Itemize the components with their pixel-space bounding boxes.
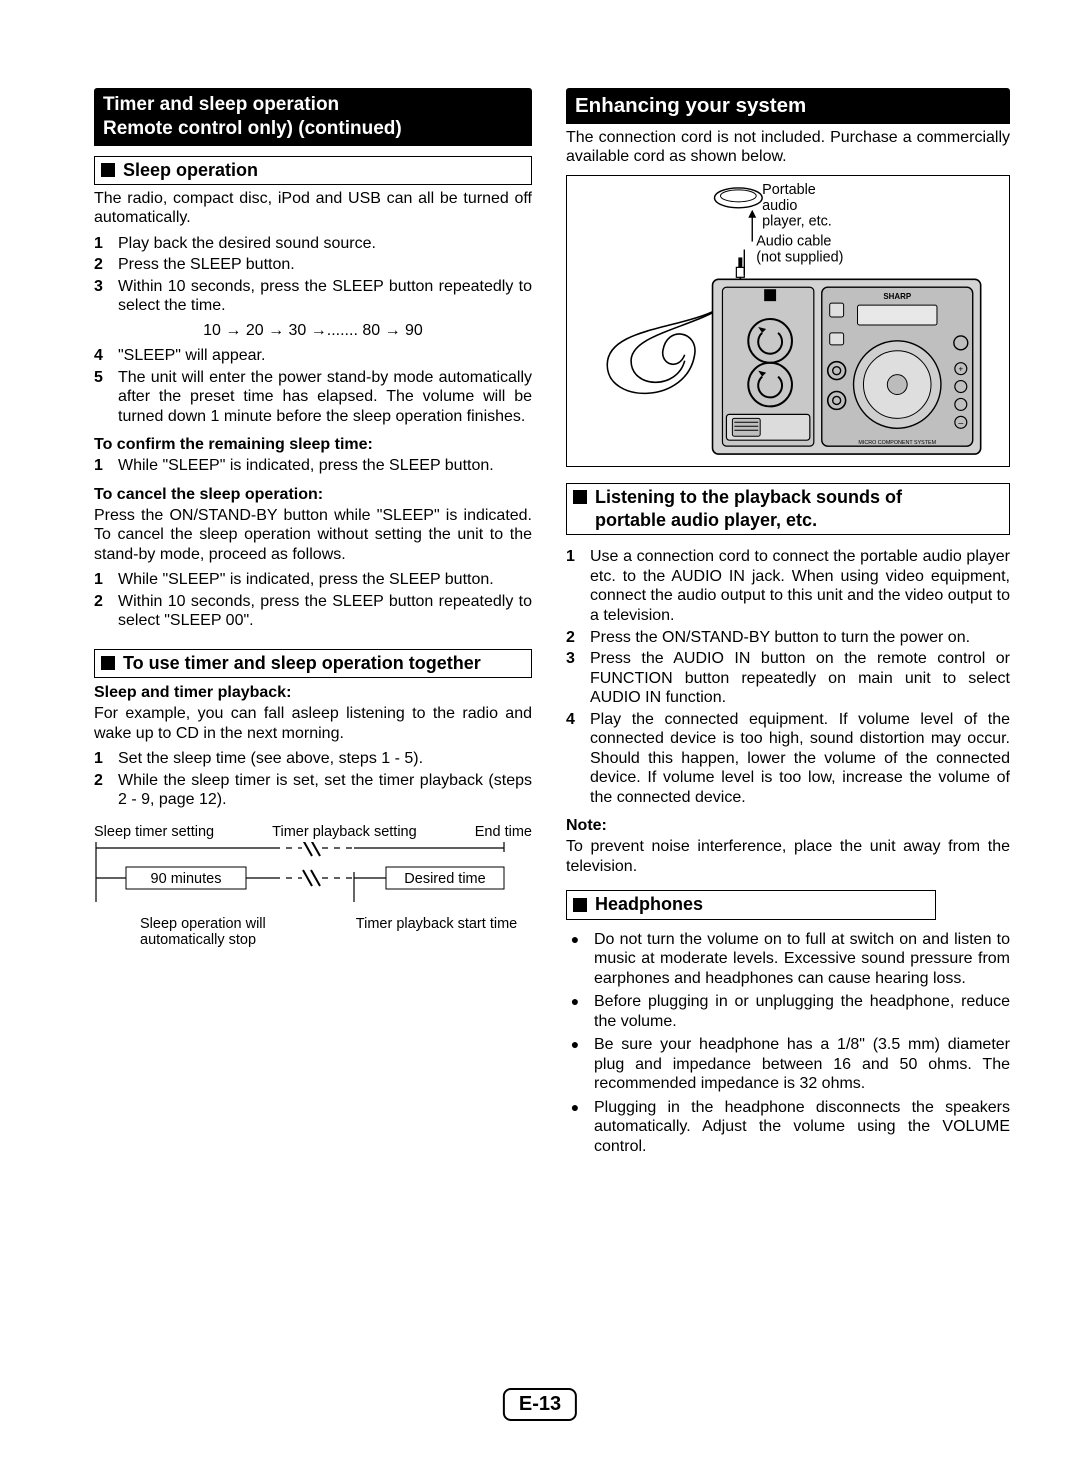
- square-icon: [101, 163, 115, 177]
- combo-title: To use timer and sleep operation togethe…: [123, 652, 481, 675]
- listen-step-3: 3Press the AUDIO IN button on the remote…: [566, 649, 1010, 708]
- right-header: Enhancing your system: [566, 88, 1010, 124]
- note-label: Note:: [566, 817, 1010, 835]
- headphones-title: Headphones: [595, 893, 703, 916]
- svg-text:SHARP: SHARP: [883, 292, 911, 301]
- headphones-bullet-4: Plugging in the headphone disconnects th…: [566, 1098, 1010, 1157]
- headphones-bullet-1: Do not turn the volume on to full at swi…: [566, 930, 1010, 989]
- sleep-intro: The radio, compact disc, iPod and USB ca…: [94, 189, 532, 228]
- timing-label-mid: Timer playback setting: [272, 824, 417, 840]
- sleep-sequence: 10 → 20 → 30 →....... 80 → 90: [94, 322, 532, 340]
- sleep-step-4: 4"SLEEP" will appear.: [94, 346, 532, 366]
- svg-text:audio: audio: [762, 197, 797, 213]
- sleep-operation-title: Sleep operation: [123, 159, 258, 182]
- timing-under-right: Timer playback start time: [356, 916, 532, 948]
- note-text: To prevent noise interference, place the…: [566, 837, 1010, 876]
- combo-sub: Sleep and timer playback:: [94, 684, 532, 702]
- cancel-title: To cancel the sleep operation:: [94, 486, 532, 504]
- listen-step-2: 2Press the ON/STAND-BY button to turn th…: [566, 628, 1010, 648]
- svg-text:player, etc.: player, etc.: [762, 213, 832, 229]
- timing-box-right: Desired time: [404, 871, 485, 887]
- combo-heading: To use timer and sleep operation togethe…: [94, 649, 532, 678]
- combo-step-2: 2While the sleep timer is set, set the t…: [94, 771, 532, 810]
- svg-text:Portable: Portable: [762, 182, 816, 198]
- listen-heading: Listening to the playback sounds of port…: [566, 483, 1010, 536]
- svg-text:MICRO COMPONENT SYSTEM: MICRO COMPONENT SYSTEM: [858, 440, 936, 446]
- sleep-step-3: 3Within 10 seconds, press the SLEEP butt…: [94, 277, 532, 316]
- timing-label-right: End time: [475, 824, 532, 840]
- sleep-step-1: 1Play back the desired sound source.: [94, 234, 532, 254]
- timing-under-left: Sleep operation will automatically stop: [140, 916, 336, 948]
- cancel-step-1: 1While "SLEEP" is indicated, press the S…: [94, 570, 532, 590]
- timing-diagram: Sleep timer setting Timer playback setti…: [94, 824, 532, 948]
- sleep-step-2: 2Press the SLEEP button.: [94, 255, 532, 275]
- left-header-line2: Remote control only) (continued): [103, 117, 523, 141]
- square-icon: [573, 898, 587, 912]
- left-header-line1: Timer and sleep operation: [103, 93, 523, 117]
- svg-text:Audio cable: Audio cable: [756, 233, 831, 249]
- listen-title: Listening to the playback sounds of port…: [595, 486, 902, 533]
- timing-label-left: Sleep timer setting: [94, 824, 214, 840]
- headphones-bullet-3: Be sure your headphone has a 1/8" (3.5 m…: [566, 1035, 1010, 1094]
- headphones-heading: Headphones: [566, 890, 936, 919]
- svg-text:+: +: [958, 364, 963, 373]
- cancel-text: Press the ON/STAND-BY button while "SLEE…: [94, 506, 532, 565]
- confirm-step-1: 1While "SLEEP" is indicated, press the S…: [94, 456, 532, 476]
- combo-text: For example, you can fall asleep listeni…: [94, 704, 532, 743]
- square-icon: [101, 656, 115, 670]
- device-figure: Portable audio player, etc. Audio cable …: [566, 175, 1010, 467]
- square-icon: [573, 490, 587, 504]
- confirm-title: To confirm the remaining sleep time:: [94, 436, 532, 454]
- sleep-operation-heading: Sleep operation: [94, 156, 532, 185]
- timing-svg: 90 minutes Desired time: [94, 842, 532, 912]
- left-header: Timer and sleep operation Remote control…: [94, 88, 532, 146]
- page-number: E-13: [503, 1388, 577, 1421]
- sleep-step-5: 5The unit will enter the power stand-by …: [94, 368, 532, 427]
- svg-text:(not supplied): (not supplied): [756, 249, 843, 265]
- timing-box-left: 90 minutes: [151, 871, 222, 887]
- listen-step-4: 4Play the connected equipment. If volume…: [566, 710, 1010, 808]
- cancel-step-2: 2Within 10 seconds, press the SLEEP butt…: [94, 592, 532, 631]
- right-intro: The connection cord is not included. Pur…: [566, 128, 1010, 167]
- listen-step-1: 1Use a connection cord to connect the po…: [566, 547, 1010, 625]
- headphones-bullet-2: Before plugging in or unplugging the hea…: [566, 992, 1010, 1031]
- svg-text:–: –: [958, 417, 963, 427]
- combo-step-1: 1Set the sleep time (see above, steps 1 …: [94, 749, 532, 769]
